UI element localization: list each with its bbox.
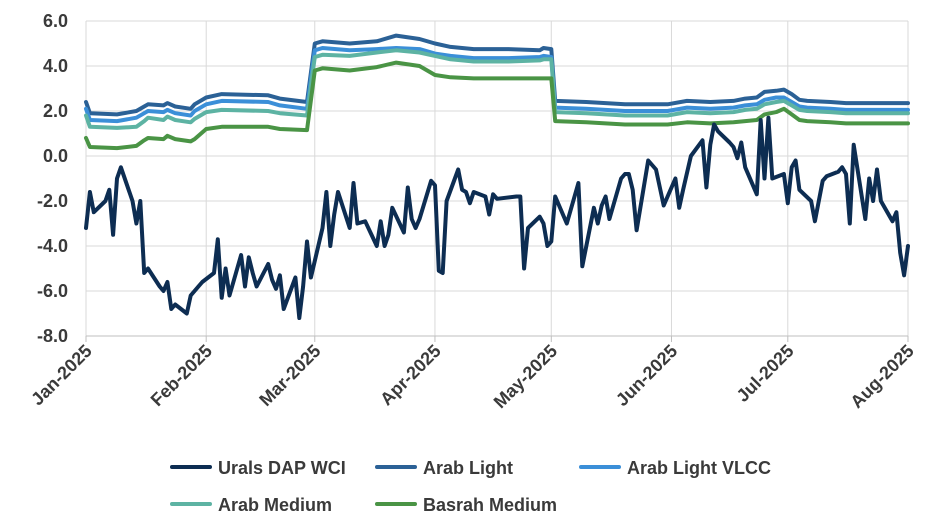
y-tick-label: 0.0: [43, 146, 68, 166]
legend-label: Arab Light: [423, 458, 513, 478]
y-tick-label: 6.0: [43, 11, 68, 31]
series-line-arab-medium: [84, 48, 910, 130]
y-tick-label: 2.0: [43, 101, 68, 121]
x-tick-label: May-2025: [490, 341, 561, 412]
x-tick-label: Jan-2025: [27, 341, 96, 410]
y-tick-label: 4.0: [43, 56, 68, 76]
x-tick-labels: Jan-2025 Feb-2025 Mar-2025 Apr-2025 May-2025…: [27, 341, 918, 412]
series-line-arab-light: [84, 33, 910, 117]
series-line-urals-dap-wci: [84, 115, 910, 320]
y-tick-label: -2.0: [37, 191, 68, 211]
x-tick-label: Aug-2025: [846, 341, 917, 412]
x-tick-label: Jul-2025: [733, 341, 798, 406]
legend-label: Urals DAP WCI: [218, 458, 346, 478]
y-tick-label: -8.0: [37, 326, 68, 346]
x-tick-label: Jun-2025: [612, 341, 681, 410]
legend-label: Arab Light VLCC: [627, 458, 771, 478]
y-tick-label: -4.0: [37, 236, 68, 256]
series-line-basrah-medium: [84, 60, 910, 151]
series-line-arab-light-vlcc: [84, 46, 910, 124]
legend: Urals DAP WCI Arab Light Arab Light VLCC Ar…: [170, 458, 771, 515]
x-tick-label: Mar-2025: [255, 341, 324, 410]
legend-label: Arab Medium: [218, 495, 332, 515]
y-tick-labels: 6.0 4.0 2.0 0.0 -2.0 -4.0 -6.0 -8.0: [37, 11, 68, 346]
x-tick-label: Apr-2025: [376, 341, 445, 410]
series-lines: [84, 33, 910, 320]
axes: [85, 335, 909, 342]
legend-label: Basrah Medium: [423, 495, 557, 515]
y-tick-label: -6.0: [37, 281, 68, 301]
x-tick-label: Feb-2025: [147, 341, 216, 410]
